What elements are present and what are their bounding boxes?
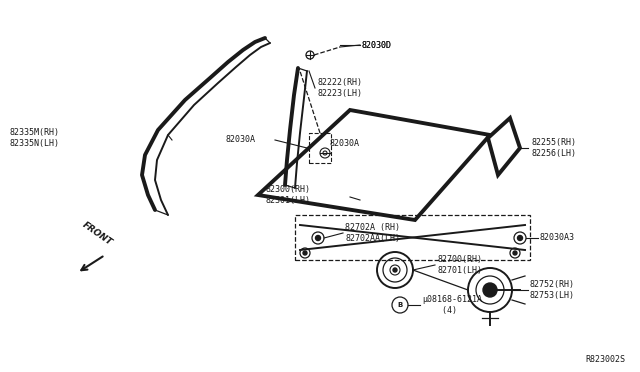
Bar bbox=[295, 215, 530, 260]
Text: B: B bbox=[397, 302, 403, 308]
Circle shape bbox=[303, 251, 307, 255]
Bar bbox=[309, 133, 331, 163]
Text: 82030A3: 82030A3 bbox=[540, 234, 575, 243]
Text: R823002S: R823002S bbox=[585, 355, 625, 364]
Text: 82030D: 82030D bbox=[362, 41, 392, 49]
Text: 82702A (RH)
82702AA(LH): 82702A (RH) 82702AA(LH) bbox=[345, 223, 400, 243]
Text: 82222(RH)
82223(LH): 82222(RH) 82223(LH) bbox=[317, 78, 362, 98]
Text: 82030A: 82030A bbox=[330, 138, 360, 148]
Text: µ08168-6121A
    (4): µ08168-6121A (4) bbox=[422, 295, 482, 315]
Circle shape bbox=[393, 268, 397, 272]
Text: 82030D: 82030D bbox=[362, 41, 392, 49]
Circle shape bbox=[316, 235, 321, 241]
Text: FRONT: FRONT bbox=[81, 220, 114, 247]
Circle shape bbox=[518, 235, 522, 241]
Text: 82030A: 82030A bbox=[225, 135, 255, 144]
Circle shape bbox=[483, 283, 497, 297]
Text: 82752(RH)
82753(LH): 82752(RH) 82753(LH) bbox=[530, 280, 575, 300]
Circle shape bbox=[513, 251, 517, 255]
Text: 82700(RH)
82701(LH): 82700(RH) 82701(LH) bbox=[437, 255, 482, 275]
Text: 82255(RH)
82256(LH): 82255(RH) 82256(LH) bbox=[532, 138, 577, 158]
Text: 82300(RH)
82301(LH): 82300(RH) 82301(LH) bbox=[265, 185, 310, 205]
Text: 82335M(RH)
82335N(LH): 82335M(RH) 82335N(LH) bbox=[10, 128, 60, 148]
